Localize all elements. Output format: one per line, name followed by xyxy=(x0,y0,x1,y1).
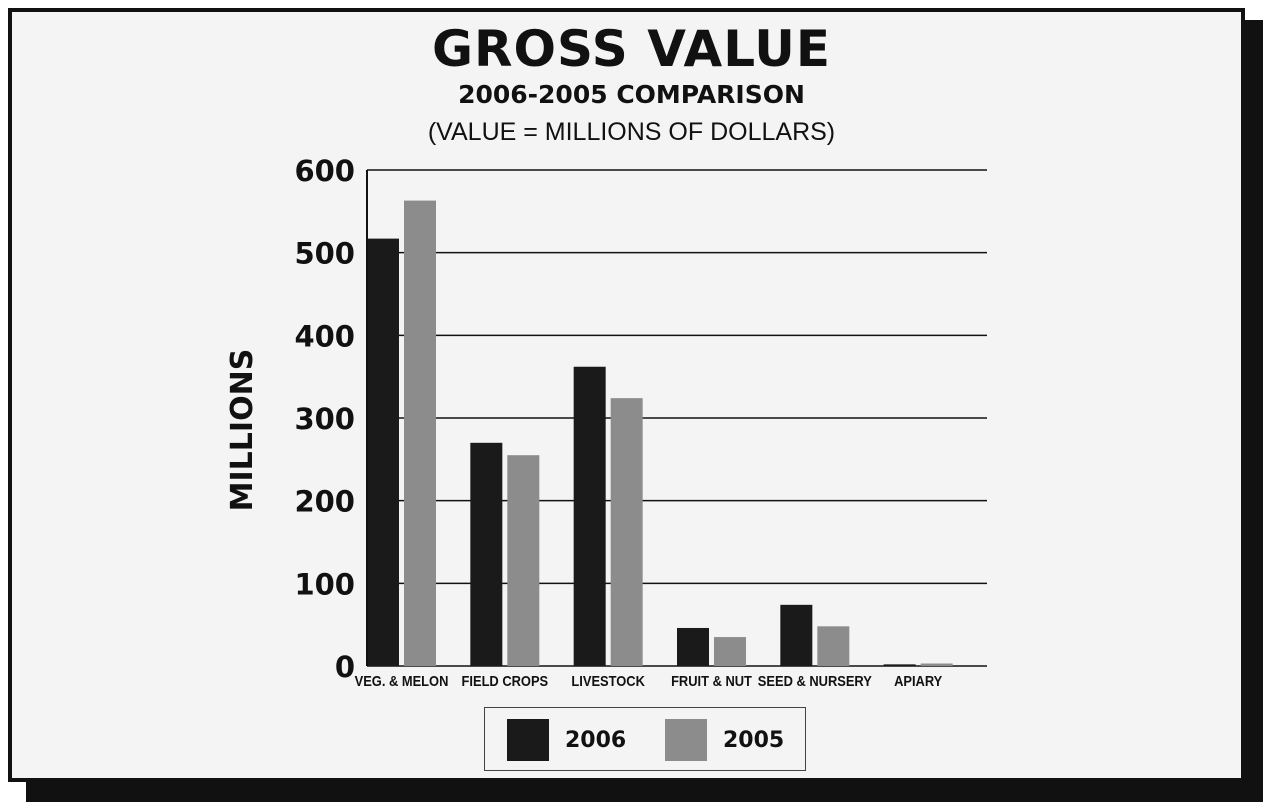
y-tick-label-600: 600 xyxy=(294,154,355,188)
bar-2005-3 xyxy=(714,637,746,666)
bar-2005-0 xyxy=(404,200,436,666)
legend-label-2005: 2005 xyxy=(723,727,785,753)
bar-2006-3 xyxy=(677,627,709,666)
bar-2006-0 xyxy=(367,238,399,666)
y-tick-labels: 0 100 200 300 400 500 600 xyxy=(294,154,355,684)
legend-item-2006: 2006 xyxy=(507,719,626,761)
legend-swatch-2006 xyxy=(507,719,549,761)
y-tick-label-300: 300 xyxy=(294,402,355,436)
legend-label-2006: 2006 xyxy=(565,727,627,753)
y-axis-label: MILLIONS xyxy=(225,349,260,512)
legend-swatch-2005 xyxy=(665,719,707,761)
x-tick-labels: VEG. & MELON FIELD CROPS LIVESTOCK FRUIT & … xyxy=(355,672,943,689)
y-tick-label-400: 400 xyxy=(294,319,355,353)
bar-2006-2 xyxy=(573,366,606,666)
legend: 2006 2005 xyxy=(484,707,806,771)
chart-title: GROSS VALUE xyxy=(431,20,832,78)
grid-lines xyxy=(367,169,987,667)
bar-2006-1 xyxy=(470,442,503,666)
x-tick-label-2: LIVESTOCK xyxy=(571,672,644,689)
chart-note: (VALUE = MILLIONS OF DOLLARS) xyxy=(427,118,836,146)
x-tick-label-0: VEG. & MELON xyxy=(355,672,449,689)
chart-subtitle: 2006-2005 COMPARISON xyxy=(458,80,805,109)
legend-item-2005: 2005 xyxy=(665,719,784,761)
x-tick-label-5: APIARY xyxy=(894,672,943,689)
bar-2005-1 xyxy=(507,455,540,666)
y-tick-label-200: 200 xyxy=(294,485,355,519)
x-tick-label-4: SEED & NURSERY xyxy=(758,672,873,689)
x-tick-label-3: FRUIT & NUT xyxy=(671,672,752,689)
y-tick-label-0: 0 xyxy=(335,650,355,684)
bar-2005-2 xyxy=(610,398,643,666)
y-tick-label-100: 100 xyxy=(294,567,355,601)
x-tick-label-1: FIELD CROPS xyxy=(462,672,549,689)
bar-2006-5 xyxy=(883,664,916,666)
bar-2005-4 xyxy=(817,626,850,666)
bar-2006-4 xyxy=(780,604,813,666)
bars xyxy=(367,200,953,666)
y-tick-label-500: 500 xyxy=(294,237,355,271)
bar-2005-5 xyxy=(920,663,953,666)
